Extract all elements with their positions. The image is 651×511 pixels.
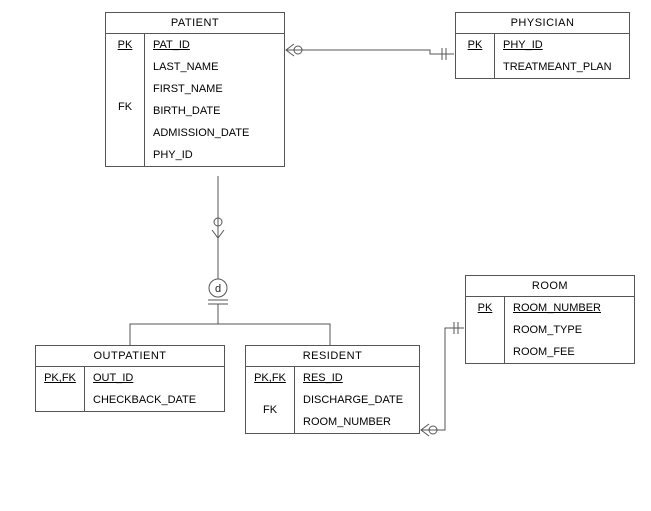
key-cell (36, 389, 84, 399)
key-cell: PK,FK (36, 367, 84, 389)
key-cell: PK (456, 34, 494, 56)
key-cell: PK (466, 297, 504, 319)
er-diagram-canvas: PATIENT PK FK PAT_ID LAST_NAME FIRST_NAM… (0, 0, 651, 511)
attr-cell: ROOM_NUMBER (505, 297, 634, 319)
attr-cell: PHY_ID (145, 144, 284, 166)
key-cell (106, 56, 144, 66)
key-cell (466, 319, 504, 329)
attr-cell: ADMISSION_DATE (145, 122, 284, 144)
attr-cell: ROOM_FEE (505, 341, 634, 363)
key-cell (106, 86, 144, 96)
entity-title: OUTPATIENT (36, 346, 224, 367)
inheritance-label: d (215, 283, 221, 295)
entity-outpatient: OUTPATIENT PK,FK OUT_ID CHECKBACK_DATE (35, 345, 225, 412)
key-cell: PK (106, 34, 144, 56)
attr-cell: FIRST_NAME (145, 78, 284, 100)
key-cell (246, 389, 294, 399)
entity-physician: PHYSICIAN PK PHY_ID TREATMEANT_PLAN (455, 12, 630, 79)
attr-cell: RES_ID (295, 367, 419, 389)
entity-title: ROOM (466, 276, 634, 297)
entity-title: PHYSICIAN (456, 13, 629, 34)
entity-room: ROOM PK ROOM_NUMBER ROOM_TYPE ROOM_FEE (465, 275, 635, 364)
edge-resident-room (421, 328, 464, 430)
key-cell (456, 56, 494, 66)
attr-cell: BIRTH_DATE (145, 100, 284, 122)
inheritance-circle (209, 279, 227, 297)
key-cell (106, 76, 144, 86)
attr-cell: DISCHARGE_DATE (295, 389, 419, 411)
key-cell: FK (106, 96, 144, 118)
attr-cell: ROOM_TYPE (505, 319, 634, 341)
entity-title: PATIENT (106, 13, 284, 34)
attr-cell: LAST_NAME (145, 56, 284, 78)
attr-cell: PHY_ID (495, 34, 629, 56)
attr-cell: ROOM_NUMBER (295, 411, 419, 433)
edge-patient-physician (286, 50, 454, 54)
key-cell: PK,FK (246, 367, 294, 389)
entity-patient: PATIENT PK FK PAT_ID LAST_NAME FIRST_NAM… (105, 12, 285, 167)
edge-inherit-resident (218, 304, 330, 345)
edge-inherit-outpatient (130, 304, 218, 345)
key-cell (106, 66, 144, 76)
entity-resident: RESIDENT PK,FK FK RES_ID DISCHARGE_DATE … (245, 345, 420, 434)
key-cell (466, 329, 504, 339)
attr-cell: TREATMEANT_PLAN (495, 56, 629, 78)
key-cell: FK (246, 399, 294, 421)
entity-title: RESIDENT (246, 346, 419, 367)
attr-cell: OUT_ID (85, 367, 224, 389)
attr-cell: CHECKBACK_DATE (85, 389, 224, 411)
attr-cell: PAT_ID (145, 34, 284, 56)
